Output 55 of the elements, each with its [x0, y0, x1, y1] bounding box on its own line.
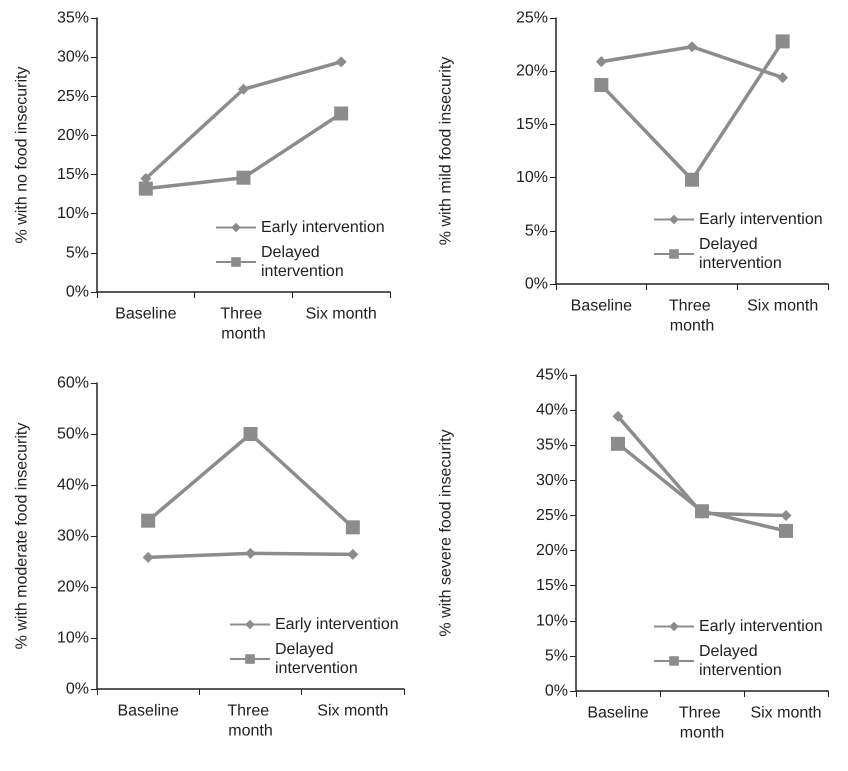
y-tick-label: 20%	[56, 578, 89, 596]
legend-label: Early intervention	[275, 616, 399, 633]
x-tick-label: Baseline	[570, 298, 632, 314]
y-axis-title: % with moderate food insecurity	[14, 422, 30, 650]
x-tick-label: Three month	[678, 704, 726, 742]
legend-label: Delayed intervention	[275, 641, 358, 677]
y-tick-label: 0%	[524, 276, 548, 292]
y-tick-label: 50%	[56, 426, 89, 442]
y-tick-label: 35%	[56, 10, 89, 26]
x-tick-label: Baseline	[117, 702, 179, 720]
y-tick-label: 40%	[536, 402, 568, 419]
x-tick-label: Baseline	[587, 704, 649, 722]
y-tick-label: 10%	[516, 169, 548, 186]
y-tick-label: 15%	[516, 116, 548, 133]
y-tick-label: 5%	[524, 222, 548, 240]
legend-label: Early intervention	[699, 211, 823, 228]
y-tick-label: 5%	[544, 647, 568, 664]
y-tick-label: 30%	[536, 472, 568, 489]
y-tick-label: 5%	[66, 244, 89, 262]
x-tick-label: Baseline	[115, 306, 177, 322]
y-tick-label: 20%	[516, 62, 548, 80]
y-tick-label: 25%	[536, 506, 568, 524]
y-tick-label: 10%	[56, 630, 89, 646]
y-tick-label: 20%	[56, 126, 89, 144]
x-tick-label: Three month	[227, 702, 274, 740]
y-tick-label: 30%	[56, 48, 89, 66]
y-tick-label: 0%	[66, 680, 89, 698]
y-tick-label: 15%	[56, 166, 89, 184]
y-tick-label: 40%	[56, 476, 89, 494]
legend-label: Early intervention	[699, 618, 823, 635]
y-tick-label: 0%	[544, 682, 568, 700]
y-tick-label: 25%	[516, 10, 548, 26]
legend-label: Delayed intervention	[261, 244, 344, 280]
y-tick-label: 15%	[536, 577, 568, 594]
x-tick-label: Six month	[317, 702, 388, 720]
legend-label: Early intervention	[261, 219, 385, 236]
y-tick-label: 30%	[56, 528, 89, 544]
y-axis-title: % with no food insecurity	[14, 66, 30, 244]
y-axis-title: % with severe food insecurity	[438, 429, 454, 637]
y-axis-title: % with mild food insecurity	[438, 56, 454, 246]
y-tick-label: 60%	[56, 374, 89, 392]
y-tick-label: 25%	[56, 88, 89, 105]
legend-label: Delayed intervention	[699, 643, 782, 679]
y-tick-label: 20%	[536, 542, 568, 560]
y-tick-label: 35%	[536, 436, 568, 454]
x-tick-label: Six month	[306, 306, 377, 322]
x-tick-label: Three month	[220, 306, 267, 342]
y-tick-label: 10%	[56, 205, 89, 222]
y-tick-label: 0%	[66, 284, 89, 300]
x-tick-label: Three month	[668, 298, 716, 334]
y-tick-label: 45%	[536, 366, 568, 384]
x-tick-label: Six month	[750, 704, 822, 722]
y-tick-label: 10%	[536, 612, 568, 630]
legend-label: Delayed intervention	[699, 236, 782, 272]
x-tick-label: Six month	[747, 298, 818, 314]
